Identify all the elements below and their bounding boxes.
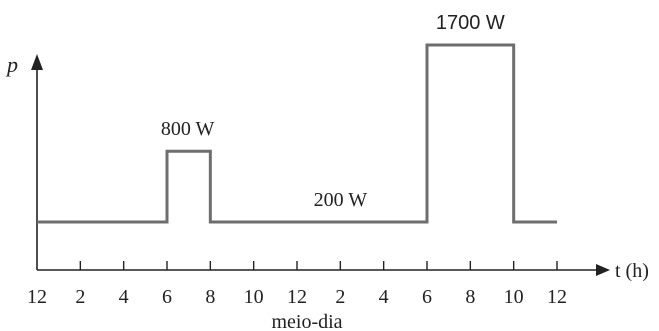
annotations: 800 W 200 W 1700 W — [161, 12, 505, 211]
x-ticks: 12 2 4 6 8 10 12 2 4 6 8 10 12 — [27, 261, 567, 308]
annotation-label: 1700 W — [436, 12, 505, 34]
x-axis-arrow — [596, 264, 610, 276]
x-tick-label: 10 — [504, 286, 524, 308]
x-tick-label: 2 — [75, 286, 85, 308]
axes — [31, 54, 610, 276]
series-layer — [37, 43, 557, 224]
y-axis-label: p — [5, 52, 18, 77]
x-axis-label: t (h) — [615, 260, 649, 282]
x-tick-label: 12 — [27, 286, 47, 308]
x-tick-label: 2 — [335, 286, 345, 308]
x-tick-label: 4 — [119, 286, 129, 308]
x-tick-label: 8 — [205, 286, 215, 308]
x-tick-label: 12 — [287, 286, 307, 308]
power-series-line — [37, 43, 557, 224]
x-tick-label: 10 — [244, 286, 264, 308]
y-axis-arrow — [31, 54, 43, 70]
x-tick-label: 4 — [379, 286, 389, 308]
x-axis-note: meio-dia — [271, 311, 342, 331]
annotation-label: 200 W — [314, 189, 368, 211]
labels: p t (h) meio-dia — [5, 52, 649, 331]
x-tick-label: 6 — [162, 286, 172, 308]
x-tick-label: 12 — [547, 286, 567, 308]
x-tick-label: 6 — [422, 286, 432, 308]
annotation-label: 800 W — [161, 118, 215, 140]
x-tick-label: 8 — [465, 286, 475, 308]
